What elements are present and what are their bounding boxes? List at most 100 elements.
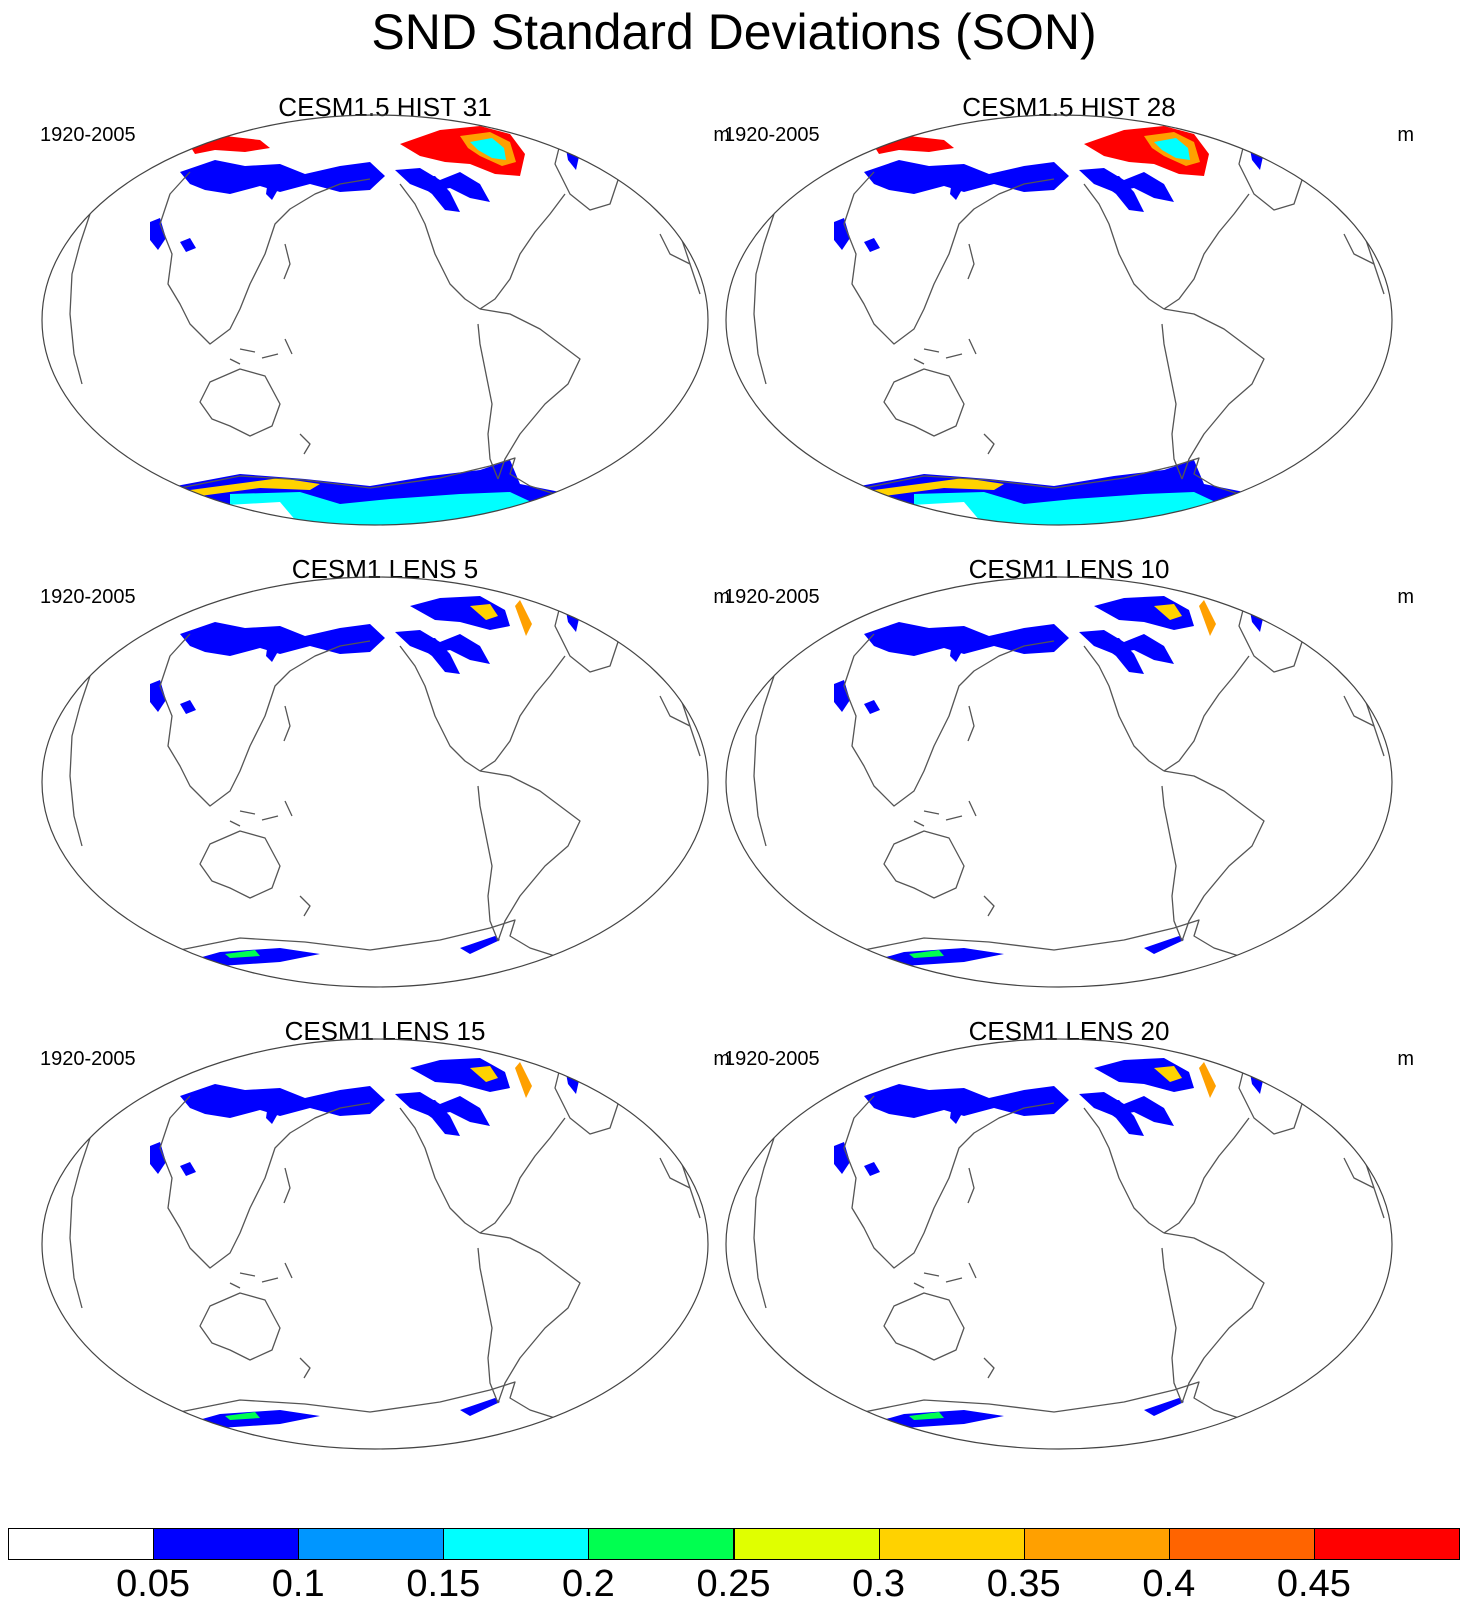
- coastline: [199, 830, 281, 899]
- coastline: [159, 457, 581, 503]
- coastline: [1163, 770, 1265, 942]
- snow-region-north: [266, 642, 280, 662]
- coastline: [659, 233, 691, 265]
- coastline: [913, 800, 977, 827]
- coastline: [283, 1167, 291, 1204]
- snow-antarctica-east: [510, 1434, 575, 1440]
- coastline: [624, 173, 701, 295]
- snow-cyan-canada: [470, 138, 506, 160]
- coastline: [983, 895, 995, 917]
- map-panel: CESM1 LENS 5 1920-2005 m: [40, 554, 730, 1009]
- colorbar-tick-label: 0.2: [561, 1563, 615, 1605]
- panel-title: CESM1.5 HIST 31: [278, 92, 492, 122]
- coastline: [159, 1095, 371, 1269]
- snow-region-north: [950, 1104, 964, 1124]
- coastline: [479, 1232, 581, 1404]
- coastline: [283, 705, 291, 742]
- panel-title: CESM1 LENS 20: [968, 1016, 1170, 1046]
- coastline: [1161, 323, 1183, 480]
- coastline: [659, 695, 691, 727]
- coastline: [753, 1137, 775, 1309]
- snow-region-north: [864, 700, 880, 714]
- snow-region-north: [1094, 1100, 1144, 1136]
- coastline: [479, 770, 581, 942]
- snow-greenland-rim: [1199, 1062, 1216, 1098]
- snow-region-north: [864, 1084, 1069, 1118]
- coastline: [1163, 1117, 1250, 1234]
- snow-antarctica-east: [510, 972, 575, 978]
- snow-antarctica-east: [1194, 972, 1259, 978]
- coastline: [69, 213, 91, 385]
- coastline: [883, 1292, 965, 1361]
- snow-region-north: [864, 622, 1069, 656]
- coastline: [1308, 1097, 1385, 1219]
- coastline: [1163, 308, 1265, 480]
- colorbar-swatch: [8, 1528, 155, 1560]
- coastline: [843, 633, 1055, 807]
- coastline: [1343, 1157, 1375, 1189]
- map-boundary: [41, 114, 709, 526]
- colorbar-tick-label: 0.05: [116, 1563, 191, 1605]
- coastline: [479, 193, 566, 310]
- world-map: [41, 576, 709, 988]
- coastline: [477, 785, 499, 942]
- colorbar: [8, 1528, 1460, 1562]
- panel-units-label: m: [713, 124, 730, 146]
- coastline: [983, 1357, 995, 1379]
- coastline: [883, 368, 965, 437]
- map-panel: CESM1 LENS 10 1920-2005 m: [724, 554, 1414, 1009]
- colorbar-swatch: [298, 1528, 445, 1560]
- coastline: [69, 675, 91, 847]
- snow-canada-mid: [1154, 604, 1182, 620]
- snow-greenland-rim: [1199, 600, 1216, 636]
- coastline: [753, 213, 775, 385]
- coastline: [1161, 1247, 1183, 1404]
- snow-region-north: [410, 1100, 460, 1136]
- map-boundary: [725, 114, 1393, 526]
- snow-region-north: [864, 238, 880, 252]
- snow-region-north: [864, 1162, 880, 1176]
- map-panel: CESM1.5 HIST 28 1920-2005 m: [724, 92, 1414, 547]
- snow-region-north: [266, 1104, 280, 1124]
- panel-title: CESM1.5 HIST 28: [962, 92, 1176, 122]
- panel-units-label: m: [713, 1048, 730, 1070]
- panel-title: CESM1 LENS 10: [968, 554, 1170, 584]
- coastline: [843, 171, 1055, 345]
- snow-region-north: [1094, 638, 1144, 674]
- panel-units-label: m: [713, 586, 730, 608]
- coastline: [913, 1262, 977, 1289]
- colorbar-swatch: [878, 1528, 1025, 1560]
- coastline: [843, 1095, 1055, 1269]
- coastline: [967, 705, 975, 742]
- snow-antarctic-peninsula: [460, 936, 500, 954]
- coastline: [159, 171, 371, 345]
- coastline: [913, 338, 977, 365]
- panel-period-label: 1920-2005: [724, 1048, 820, 1070]
- snow-region-north: [180, 160, 385, 194]
- coastline: [967, 1167, 975, 1204]
- coastline: [479, 1117, 566, 1234]
- snow-region-north: [410, 638, 460, 674]
- coastline: [1238, 605, 1305, 673]
- coastline: [967, 243, 975, 280]
- colorbar-swatch: [153, 1528, 300, 1560]
- coastline: [399, 183, 481, 310]
- colorbar-swatch: [733, 1528, 880, 1560]
- snow-cyan-canada: [1154, 138, 1190, 160]
- coastline: [1083, 183, 1165, 310]
- snow-antarctica-mid: [225, 950, 260, 958]
- snow-antarctica-mid: [909, 950, 944, 958]
- snow-antarctic-peninsula: [1144, 936, 1184, 954]
- coastline: [229, 338, 293, 365]
- coastline: [159, 1381, 581, 1427]
- world-map: [725, 114, 1393, 526]
- snow-antarctica-mid: [225, 1412, 260, 1420]
- snow-region-north: [834, 680, 850, 712]
- coastline: [159, 633, 371, 807]
- colorbar-tick-label: 0.35: [986, 1563, 1061, 1605]
- snow-antarctica-rim: [190, 478, 320, 496]
- map-boundary: [41, 1038, 709, 1450]
- panel-period-label: 1920-2005: [40, 1048, 136, 1070]
- coastline: [1163, 655, 1250, 772]
- world-map: [725, 576, 1393, 988]
